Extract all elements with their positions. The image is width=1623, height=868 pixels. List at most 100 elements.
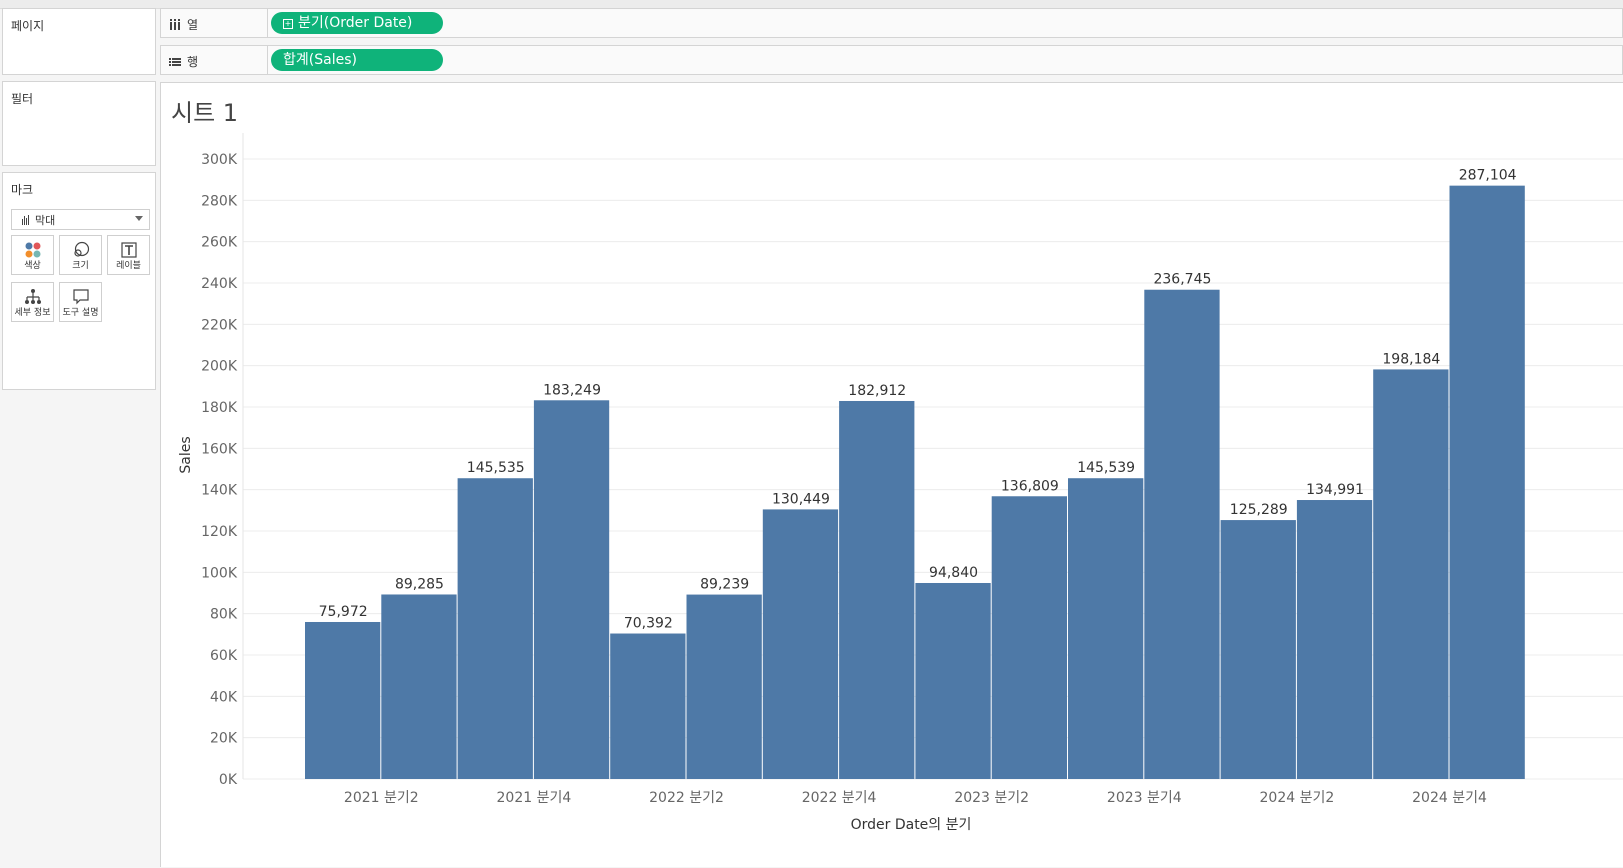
bar-chart: 0K 20K 40K 60K 80K 100K 120K 140K 160K 180K 200K 22… [178,133,1623,833]
tooltip-button[interactable]: 도구 설명 [59,282,102,322]
y-tick-label: 280K [201,193,238,209]
y-tick-label: 160K [201,441,238,457]
rows-label-text: 행 [187,55,199,69]
tooltip-icon [60,288,101,306]
tooltip-label: 도구 설명 [62,308,99,318]
columns-pill-text: 분기(Order Date) [298,15,413,31]
detail-label: 세부 정보 [14,308,51,318]
bar-value-label: 134,991 [1306,482,1364,498]
columns-shelf-label: 열 [169,16,198,33]
filters-title: 필터 [11,92,34,106]
y-tick-label: 100K [201,565,238,581]
bar-value-label: 287,104 [1459,168,1517,184]
shelf-divider [267,46,268,74]
bar-value-label: 145,539 [1077,460,1135,476]
bar-value-label: 136,809 [1001,478,1059,494]
y-tick-label: 240K [201,276,238,292]
x-tick-label: 2023 분기4 [1107,790,1182,806]
worksheet-view: 시트 1 0K 20K 40K 60K 80K 100K 120K 140K 160K 180K 2… [160,82,1623,867]
detail-button[interactable]: 세부 정보 [11,282,54,322]
bar [686,594,762,779]
marks-title: 마크 [11,183,34,197]
columns-icon [170,19,180,30]
bar [915,582,991,779]
bar [1220,520,1296,779]
detail-icon [12,288,53,306]
bar [1296,500,1373,779]
label-label: 레이블 [116,261,141,271]
y-tick-label: 120K [201,524,238,540]
y-tick-label: 80K [210,607,238,623]
size-label: 크기 [72,261,89,271]
pages-title: 페이지 [11,19,45,33]
bar [991,496,1067,779]
y-tick-label: 60K [210,648,238,664]
label-button[interactable]: 레이블 [107,235,150,275]
columns-shelf[interactable]: 열 + 분기(Order Date) [160,8,1623,38]
rows-icon [169,57,181,66]
bar [1373,369,1449,779]
y-tick-label: 260K [201,235,238,251]
bar-chart-icon [22,214,29,225]
x-tick-label: 2021 분기4 [497,790,572,806]
bar-value-label: 75,972 [319,604,368,620]
bar-value-label: 70,392 [624,616,673,632]
bar [457,478,533,779]
mark-type-dropdown[interactable]: 막대 [11,209,150,230]
y-axis-title: Sales [178,436,194,473]
bar [1449,185,1525,779]
y-tick-label: 140K [201,483,238,499]
color-icon [12,241,53,259]
rows-shelf[interactable]: 행 합계(Sales) [160,45,1623,75]
chevron-down-icon [135,216,143,221]
bar [610,633,686,779]
bar [381,594,457,779]
color-button[interactable]: 색상 [11,235,54,275]
rows-shelf-label: 행 [169,53,198,70]
mark-type-value: 막대 [35,213,56,227]
expand-plus-icon[interactable]: + [283,19,293,29]
bar-value-label: 182,912 [848,383,906,399]
bar-value-label: 183,249 [543,382,601,398]
bar-value-label: 198,184 [1382,351,1440,367]
shelf-divider [267,9,268,37]
columns-label-text: 열 [187,18,199,32]
y-tick-label: 40K [210,689,238,705]
bar-value-label: 89,285 [395,576,444,592]
bar-value-label: 130,449 [772,491,830,507]
columns-pill[interactable]: + 분기(Order Date) [271,12,443,34]
bar-value-label: 125,289 [1230,502,1288,518]
pages-card[interactable]: 페이지 [2,8,156,75]
bar-value-label: 236,745 [1153,272,1211,288]
bar [1068,478,1144,779]
bar [533,400,610,779]
bar [839,400,915,779]
y-tick-label: 300K [201,152,238,168]
color-label: 색상 [24,261,41,271]
size-button[interactable]: 크기 [59,235,102,275]
bar-value-label: 145,535 [467,460,525,476]
bar-value-label: 89,239 [700,577,749,593]
x-tick-label: 2023 분기2 [954,790,1029,806]
y-tick-label: 220K [201,317,238,333]
rows-pill[interactable]: 합계(Sales) [271,49,443,71]
bar [762,509,839,779]
rows-pill-text: 합계(Sales) [283,52,357,68]
x-axis-title: Order Date의 분기 [851,817,972,833]
y-tick-label: 20K [210,731,238,747]
size-icon [60,241,101,259]
x-tick-label: 2024 분기4 [1412,790,1487,806]
bar-value-label: 94,840 [929,565,978,581]
x-tick-label: 2022 분기2 [649,790,724,806]
y-tick-label: 200K [201,359,238,375]
x-tick-label: 2022 분기4 [802,790,877,806]
x-tick-label: 2024 분기2 [1260,790,1335,806]
label-icon [108,241,149,259]
bar [305,621,381,779]
y-tick-label: 180K [201,400,238,416]
x-tick-label: 2021 분기2 [344,790,419,806]
marks-card: 마크 막대 색상 크기 레이 [2,172,156,390]
filters-card[interactable]: 필터 [2,81,156,166]
y-tick-label: 0K [219,772,238,788]
sheet-title: 시트 1 [171,99,239,127]
